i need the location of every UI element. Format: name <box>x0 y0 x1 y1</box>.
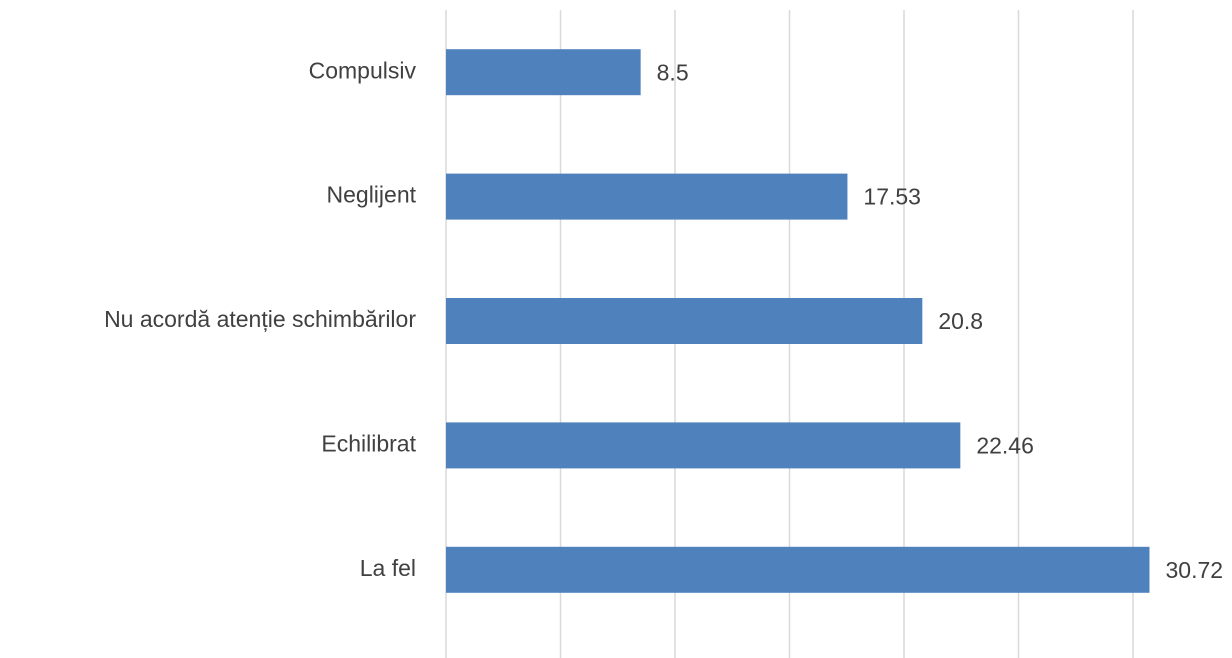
data-label: 20.8 <box>938 308 983 334</box>
data-label: 8.5 <box>657 59 689 85</box>
data-label: 30.72 <box>1165 557 1223 583</box>
y-tick-label: La fel <box>360 555 416 581</box>
bar <box>446 173 848 220</box>
y-tick-label: Echilibrat <box>321 430 416 456</box>
data-label: 22.46 <box>976 432 1034 458</box>
y-tick-label: Nu acordă atenție schimbărilor <box>104 306 416 332</box>
bar <box>446 49 641 96</box>
data-label: 17.53 <box>863 184 921 210</box>
bar <box>446 546 1150 593</box>
y-tick-label: Compulsiv <box>309 57 417 83</box>
bar <box>446 422 961 469</box>
y-tick-label: Neglijent <box>327 182 417 208</box>
bar <box>446 298 923 344</box>
